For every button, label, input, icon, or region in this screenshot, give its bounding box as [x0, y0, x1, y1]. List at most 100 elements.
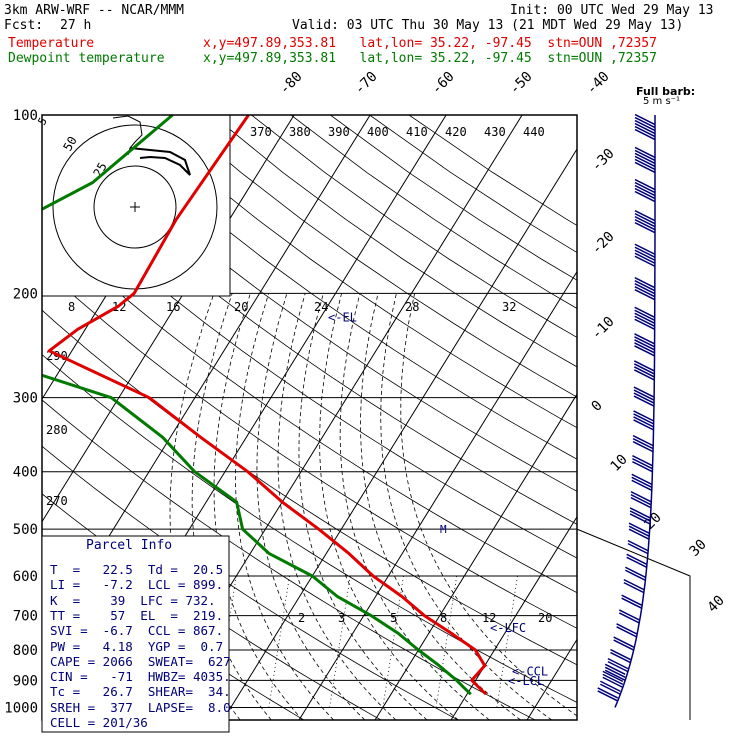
wind-barb	[631, 476, 653, 488]
theta-label: 370	[250, 125, 272, 139]
isotherm-label: -30	[589, 146, 618, 175]
parcel-info-panel: Parcel Info T = 22.5 Td = 20.5 LI = -7.2 …	[44, 536, 231, 732]
wind-barb	[634, 155, 656, 168]
wind-barb	[607, 657, 629, 670]
mixing-ratio-line	[435, 575, 458, 708]
wind-barb	[632, 434, 654, 447]
m-marker: M	[440, 523, 447, 536]
wind-barb	[634, 219, 656, 231]
mixing-ratio-label: 5	[390, 611, 397, 625]
pressure-label: 600	[13, 569, 38, 585]
wind-barb	[633, 413, 654, 425]
wind-barb	[624, 566, 646, 578]
mixing-ratio-label: 3	[338, 611, 345, 625]
wind-barb	[634, 190, 656, 203]
wind-barb	[599, 680, 621, 692]
pressure-label: 400	[13, 465, 38, 481]
hodograph-ring	[93, 165, 177, 249]
wind-barb	[634, 315, 656, 327]
wind-barb	[627, 542, 649, 555]
wind-barb	[634, 280, 656, 292]
moist-adiabat-line	[235, 293, 334, 720]
dry-adiabat-line	[42, 140, 577, 525]
wind-barb	[626, 553, 648, 565]
dry-adiabat-line	[369, 115, 577, 254]
isotherm-label: -50	[507, 69, 536, 98]
wind-barb	[634, 336, 655, 348]
wind-barb	[634, 178, 656, 191]
parcel-panel-box	[41, 535, 230, 733]
wind-barb	[602, 670, 624, 683]
isotherm-label: -60	[429, 69, 458, 98]
dry-adiabat-line	[54, 115, 577, 492]
moist-adiabat-line	[256, 293, 366, 720]
wind-barb	[634, 255, 656, 267]
dry-adiabat-line	[93, 115, 577, 460]
parcel-info-title: Parcel Info	[86, 538, 173, 553]
pressure-label: 100	[13, 108, 38, 124]
wind-barb	[633, 416, 654, 428]
theta-label: 410	[406, 125, 428, 139]
parcel-info-row: SVI = -6.7 CCL = 867.	[50, 623, 224, 639]
temperature-trace	[47, 115, 488, 696]
theta-label: 440	[523, 125, 545, 139]
parcel-info-row: K = 39 LFC = 732.	[50, 592, 216, 608]
wind-barb	[633, 360, 655, 372]
isotherm-label: 0	[589, 398, 606, 415]
wind-barb	[634, 342, 655, 354]
wind-barb	[610, 651, 631, 664]
wind-barb	[602, 676, 624, 689]
wind-barb	[634, 333, 655, 345]
wind-barb	[633, 369, 655, 381]
wind-barb	[616, 623, 637, 635]
pressure-label: 800	[13, 643, 38, 659]
isotherm-line	[679, 115, 740, 720]
wind-barb	[634, 222, 656, 234]
moist-adiabat-line	[319, 293, 459, 720]
isotherm-line	[42, 115, 295, 523]
wind-barb	[607, 660, 629, 673]
wind-barb	[634, 246, 656, 258]
hodograph-ring-label: 25	[90, 160, 109, 180]
moist-adiabat-line	[339, 293, 490, 720]
hodograph-speed-label: 24	[314, 300, 328, 314]
wind-barb	[634, 318, 656, 330]
isotherm-label: -70	[352, 69, 381, 98]
pressure-label: 500	[13, 522, 38, 538]
wind-barb	[634, 128, 656, 141]
wind-barb	[634, 146, 656, 159]
forecast-label: Fcst:	[4, 18, 44, 33]
parcel-info-row: CAPE = 2066 SWEAT= 627	[50, 653, 231, 669]
wind-barb	[634, 286, 656, 298]
wind-barb	[604, 663, 626, 676]
wind-barb	[604, 669, 626, 682]
moist-adiabat-line	[298, 293, 428, 720]
wind-barb	[628, 522, 650, 534]
level-marker-label: <-CCL	[512, 665, 548, 679]
sounding-traces	[42, 115, 488, 696]
wind-barb	[634, 345, 655, 357]
wind-barb	[630, 490, 652, 503]
theta-label: 380	[289, 125, 311, 139]
pressure-label: 300	[13, 391, 38, 407]
dry-adiabat-line	[42, 309, 577, 666]
wind-barb	[602, 673, 624, 686]
hodograph-speed-label: 16	[166, 300, 180, 314]
dry-adiabat-line	[42, 224, 577, 594]
wind-barb	[616, 626, 637, 638]
isotherm-label: 10	[608, 452, 631, 475]
wind-barb	[634, 306, 656, 318]
temperature-legend-label: Temperature	[8, 36, 95, 51]
hodograph-speed-label: 32	[502, 300, 516, 314]
isotherm-line	[603, 115, 740, 720]
isotherm-label: -40	[584, 69, 613, 98]
init-time: Init: 00 UTC Wed 29 May 13	[510, 3, 714, 18]
parcel-info-row: TT = 57 EL = 219.	[50, 607, 224, 623]
dry-adiabat-line	[211, 115, 577, 368]
isotherm-label: -10	[589, 314, 618, 343]
wind-barb	[634, 277, 656, 289]
dry-adiabat-line	[42, 182, 577, 559]
wind-barb	[633, 366, 655, 378]
parcel-info-row: SREH = 377 LAPSE= 8.0	[50, 699, 231, 715]
